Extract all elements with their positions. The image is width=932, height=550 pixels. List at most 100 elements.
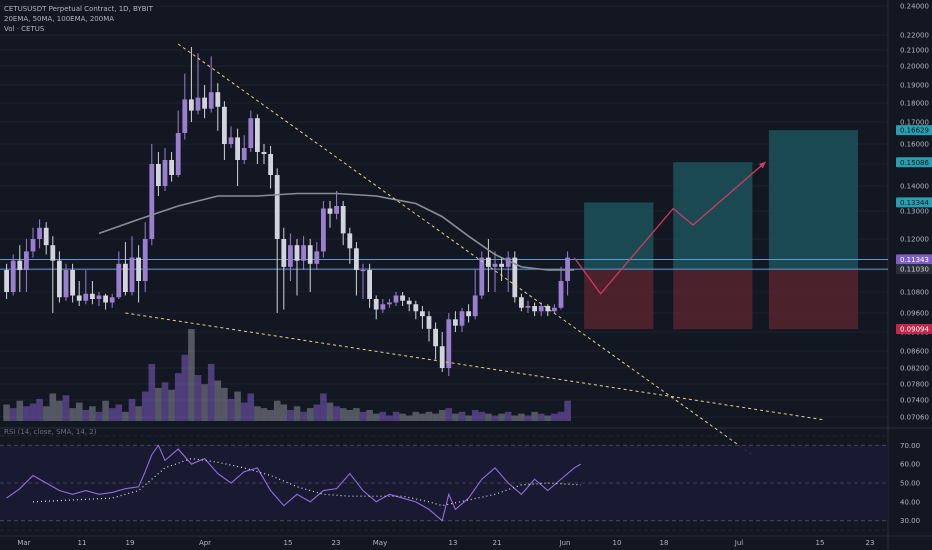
candle [413,300,419,320]
projection-path [573,161,767,295]
price-tick-label: 0.21000 [900,47,929,55]
candle-body [116,263,122,298]
candle [340,201,346,246]
volume-bar [392,411,400,421]
candle [499,257,504,281]
candle [24,239,29,292]
price-tag-label: 0.13344 [900,199,929,207]
stop-zone [768,269,858,330]
candle-body [406,300,412,305]
candle-body [433,328,438,347]
candle-body [136,257,141,281]
price-tick-label: 0.10800 [900,289,929,297]
projection-arrowhead [758,162,766,169]
candle [327,201,333,228]
volume-bar [95,411,103,421]
candle [129,236,135,296]
price-tick-label: 0.12000 [900,236,929,244]
price-axis[interactable]: 0.24000 0.22000 0.21000 0.20000 0.19000 0.180… [896,3,932,526]
candle [202,85,207,119]
candle-body [552,307,557,312]
candle-body [512,257,518,298]
trendline [177,43,753,456]
candle-body [162,160,168,186]
candle-body [519,297,524,308]
rsi-legend[interactable]: RSI (14, close, SMA, 14, 2) [4,428,97,436]
time-tick-label: 19 [126,539,135,547]
candle [96,292,102,306]
candle-body [123,263,128,292]
volume-bar [564,400,571,421]
candle-body [37,227,42,239]
volume-bar [491,415,499,421]
volume-bar [531,411,538,421]
candle [387,299,392,308]
candle-body [235,137,240,160]
candle [472,270,478,320]
volume-bar [544,415,552,421]
candle-body [393,295,399,303]
candle-body [109,297,115,303]
target-zone [584,202,654,270]
volume-bar [207,363,215,421]
candle [136,245,141,303]
candle [347,227,353,264]
symbol-title[interactable]: CETUSUSDT Perpetual Contract, 1D, BYBIT [4,5,153,13]
candle-body [96,295,102,299]
volume-bar [234,391,241,421]
volume-indicator[interactable]: Vol · CETUS [4,25,45,33]
candle-body [10,260,16,292]
time-axis[interactable]: Mar 11 19 Apr 15 23 May 13 21 Jun 10 18 Jul 15 23 [17,539,874,547]
candle [90,281,95,305]
candle [545,304,551,317]
volume-bar [260,408,268,421]
candle-body [30,239,36,252]
volume-bar [425,411,433,421]
horizontal-levels [0,258,888,270]
volume-bar [181,354,189,421]
volume-bar [346,409,354,421]
volume-bar [333,406,340,421]
candle [525,300,531,313]
volume-bar [3,404,10,421]
volume-bar [29,403,37,421]
volume-bar [504,411,512,421]
candle [43,222,49,255]
volume-bar [405,415,413,421]
volume-bar [366,409,373,421]
price-tag-label: 0.09094 [900,326,929,334]
time-tick-label: 13 [449,539,458,547]
candle-body [228,137,234,144]
volume-bar [227,398,235,421]
candle-body [63,270,69,298]
volume-bar [537,413,545,421]
candle-body [83,293,89,301]
ma-indicators[interactable]: 20EMA, 50MA, 100EMA, 200MA [4,15,115,23]
candle [538,302,544,317]
price-tag-label: 0.15086 [900,159,929,167]
volume-bar [148,363,156,421]
candle [321,201,326,258]
time-tick-label: Apr [199,539,211,547]
candlestick-series [4,47,570,376]
candle [479,251,485,299]
price-tag [896,197,932,208]
volume-bar [9,408,17,421]
candle-body [387,302,392,305]
trendlines [125,43,826,456]
candle [400,292,405,306]
candle [162,148,168,191]
candle-body [241,148,247,160]
volume-bar [201,384,208,421]
candle-body [360,270,366,272]
candle-body [208,92,214,109]
candle [182,73,188,140]
volume-bar [359,411,367,421]
candle [301,236,306,270]
time-tick-label: 21 [493,539,502,547]
candle [439,332,445,372]
candle [175,110,181,178]
volume-bar [445,408,453,421]
candle-body [255,118,260,152]
